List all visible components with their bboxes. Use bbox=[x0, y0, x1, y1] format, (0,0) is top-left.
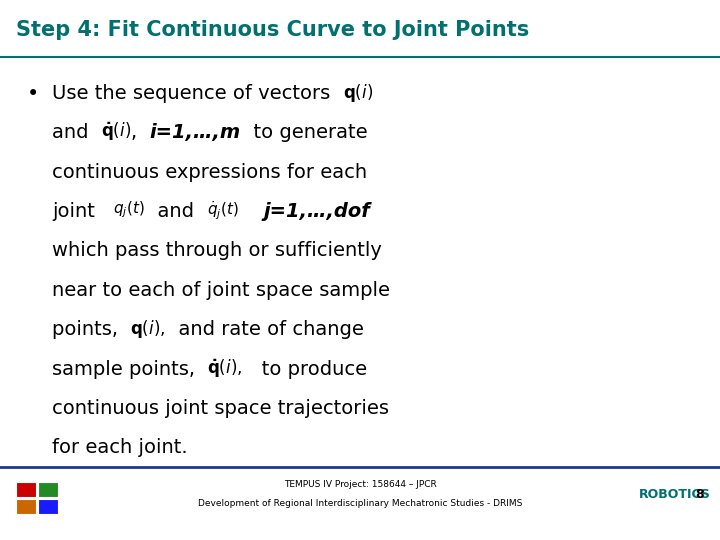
Text: 8: 8 bbox=[696, 488, 704, 501]
Text: joint: joint bbox=[52, 202, 114, 221]
Text: ,: , bbox=[131, 123, 150, 142]
Text: j=1,…,dof: j=1,…,dof bbox=[264, 202, 370, 221]
Text: and rate of change: and rate of change bbox=[166, 320, 364, 339]
FancyBboxPatch shape bbox=[38, 482, 58, 497]
Text: to generate: to generate bbox=[240, 123, 367, 142]
Text: $\dot{q}_j(t)$: $\dot{q}_j(t)$ bbox=[207, 200, 238, 222]
Text: TEMPUS IV Project: 158644 – JPCR: TEMPUS IV Project: 158644 – JPCR bbox=[284, 481, 436, 489]
FancyBboxPatch shape bbox=[16, 482, 36, 497]
Text: $\mathbf{\dot{q}}$$(i)$: $\mathbf{\dot{q}}$$(i)$ bbox=[101, 121, 131, 143]
Text: points,: points, bbox=[52, 320, 130, 339]
Text: which pass through or sufficiently: which pass through or sufficiently bbox=[52, 241, 382, 260]
Text: continuous joint space trajectories: continuous joint space trajectories bbox=[52, 399, 389, 418]
Text: Step 4: Fit Continuous Curve to Joint Points: Step 4: Fit Continuous Curve to Joint Po… bbox=[16, 19, 529, 40]
FancyBboxPatch shape bbox=[16, 499, 36, 514]
Text: sample points,: sample points, bbox=[52, 360, 207, 379]
Text: $\mathbf{\dot{q}}$$(i),$: $\mathbf{\dot{q}}$$(i),$ bbox=[207, 357, 243, 380]
Text: and: and bbox=[52, 123, 101, 142]
Text: and: and bbox=[145, 202, 207, 221]
Text: i=1,…,m: i=1,…,m bbox=[150, 123, 240, 142]
Text: $q_j(t)$: $q_j(t)$ bbox=[114, 200, 145, 220]
Text: to produce: to produce bbox=[243, 360, 366, 379]
Text: $\mathbf{q}$$(i),$: $\mathbf{q}$$(i),$ bbox=[130, 318, 166, 340]
Text: •: • bbox=[27, 84, 40, 104]
Text: Use the sequence of vectors: Use the sequence of vectors bbox=[52, 84, 343, 103]
FancyBboxPatch shape bbox=[38, 499, 58, 514]
Text: near to each of joint space sample: near to each of joint space sample bbox=[52, 281, 390, 300]
Text: continuous expressions for each: continuous expressions for each bbox=[52, 163, 367, 181]
Text: Development of Regional Interdisciplinary Mechatronic Studies - DRIMS: Development of Regional Interdisciplinar… bbox=[198, 499, 522, 508]
Text: for each joint.: for each joint. bbox=[52, 438, 187, 457]
Text: ROBOTICS: ROBOTICS bbox=[639, 488, 711, 501]
Text: $\mathbf{q}$$(i)$: $\mathbf{q}$$(i)$ bbox=[343, 82, 373, 104]
